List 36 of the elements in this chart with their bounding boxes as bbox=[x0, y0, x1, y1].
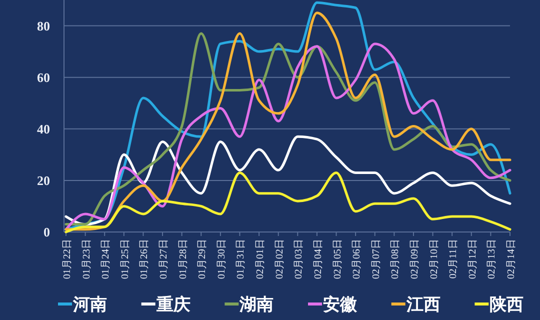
x-tick-label: 01月27日 bbox=[158, 239, 170, 279]
x-tick-label: 01月29日 bbox=[197, 239, 208, 279]
x-tick-label: 02月02日 bbox=[274, 239, 286, 279]
x-tick-label: 01月24日 bbox=[100, 239, 112, 279]
x-tick-label: 02月03日 bbox=[294, 239, 305, 279]
y-tick-label: 60 bbox=[37, 70, 50, 85]
legend-label: 重庆 bbox=[155, 294, 190, 315]
legend-label: 江西 bbox=[405, 294, 440, 315]
x-tick-label: 02月06日 bbox=[352, 239, 363, 279]
legend-label: 安徽 bbox=[323, 294, 358, 315]
y-tick-label: 80 bbox=[37, 18, 50, 34]
x-tick-label: 02月08日 bbox=[390, 239, 402, 279]
x-tick-label: 01月23日 bbox=[81, 239, 92, 279]
legend-label: 湖南 bbox=[238, 294, 274, 315]
x-tick-label: 02月10日 bbox=[428, 239, 440, 279]
legend-label: 河南 bbox=[72, 294, 107, 315]
x-tick-label: 02月05日 bbox=[332, 239, 344, 279]
x-tick-label: 01月26日 bbox=[139, 239, 150, 279]
x-tick-label: 02月12日 bbox=[467, 239, 478, 279]
x-tick-label: 02月09日 bbox=[409, 239, 420, 279]
y-tick-label: 0 bbox=[44, 224, 50, 240]
x-tick-label: 02月13日 bbox=[486, 239, 498, 279]
x-tick-label: 02月01日 bbox=[255, 239, 266, 279]
line-series bbox=[64, 171, 512, 234]
legend-label: 陕西 bbox=[490, 294, 524, 315]
x-tick-label: 01月28日 bbox=[178, 239, 189, 279]
y-tick-label: 20 bbox=[37, 172, 50, 188]
x-tick-label: 01月30日 bbox=[216, 239, 228, 279]
x-tick-label: 02月14日 bbox=[506, 239, 517, 279]
y-tick-label: 40 bbox=[37, 121, 50, 136]
x-tick-label: 01月31日 bbox=[236, 239, 247, 279]
x-tick-label: 02月11日 bbox=[448, 239, 460, 279]
x-tick-label: 02月07日 bbox=[370, 239, 382, 279]
x-tick-label: 01月22日 bbox=[62, 239, 73, 279]
x-tick-label: 01月25日 bbox=[120, 239, 131, 279]
x-tick-label: 02月04日 bbox=[312, 239, 324, 279]
